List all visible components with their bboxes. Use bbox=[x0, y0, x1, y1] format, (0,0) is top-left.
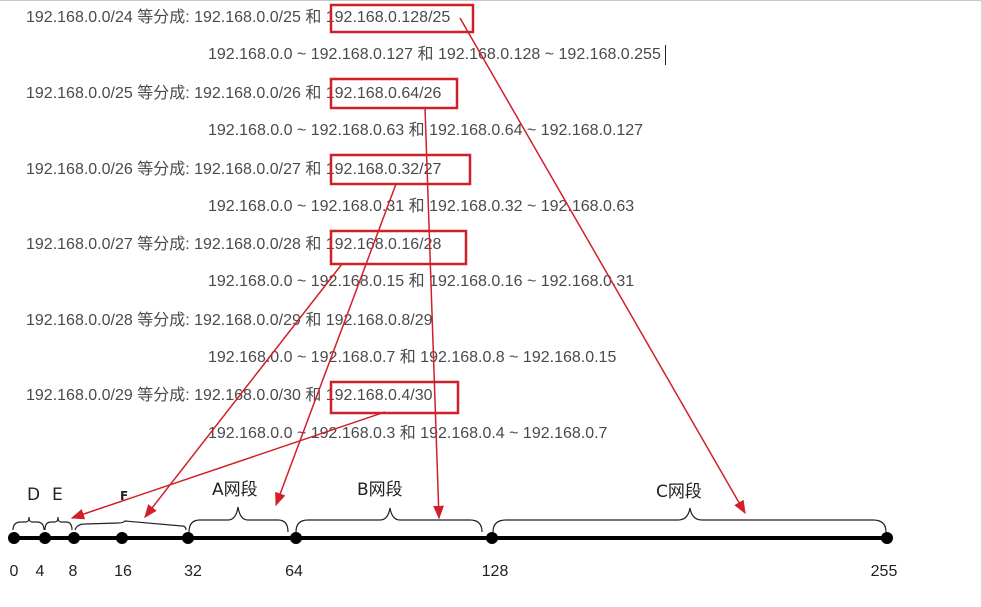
split-line-28: 192.168.0.0/28 等分成: 192.168.0.0/29 和 192… bbox=[26, 312, 433, 329]
axis-point-16 bbox=[116, 532, 128, 544]
axis-point-0 bbox=[8, 532, 20, 544]
highlight-box-128-25 bbox=[329, 3, 475, 34]
arrow-to-a-segment bbox=[275, 183, 397, 507]
brace-a bbox=[188, 506, 289, 533]
tick-4: 4 bbox=[36, 563, 45, 580]
range-line-24: 192.168.0.0 ~ 192.168.0.127 和 192.168.0.… bbox=[208, 46, 661, 63]
axis-point-32 bbox=[182, 532, 194, 544]
range-line-26: 192.168.0.0 ~ 192.168.0.31 和 192.168.0.3… bbox=[208, 198, 635, 215]
arrow-to-e-segment bbox=[70, 411, 386, 520]
top-border bbox=[0, 0, 982, 1]
text-cursor bbox=[665, 45, 666, 65]
segment-label-a: A网段 bbox=[212, 480, 258, 500]
arrow-to-c-segment bbox=[459, 17, 746, 515]
highlight-box-64-26 bbox=[329, 77, 459, 110]
tick-8: 8 bbox=[69, 563, 78, 580]
axis-point-8 bbox=[68, 532, 80, 544]
tick-128: 128 bbox=[482, 563, 509, 580]
tick-64: 64 bbox=[285, 563, 303, 580]
axis-point-4 bbox=[39, 532, 51, 544]
brace-b bbox=[295, 507, 483, 533]
brace-f bbox=[74, 520, 187, 531]
tick-0: 0 bbox=[10, 563, 19, 580]
highlight-box-32-27 bbox=[329, 153, 472, 186]
axis-point-255 bbox=[881, 532, 893, 544]
tick-16: 16 bbox=[114, 563, 132, 580]
segment-label-e: E bbox=[52, 485, 63, 505]
axis-point-64 bbox=[290, 532, 302, 544]
highlight-box-16-28 bbox=[329, 229, 468, 266]
brace-e bbox=[44, 516, 73, 531]
split-line-25: 192.168.0.0/25 等分成: 192.168.0.0/26 和 192… bbox=[26, 85, 442, 102]
tick-255: 255 bbox=[871, 563, 898, 580]
tick-32: 32 bbox=[184, 563, 202, 580]
segment-label-b: B网段 bbox=[357, 480, 403, 500]
highlight-box-4-30 bbox=[329, 380, 460, 415]
brace-d bbox=[12, 516, 45, 531]
segment-label-d: D bbox=[27, 485, 40, 505]
segment-label-f: F bbox=[120, 489, 128, 503]
split-line-27: 192.168.0.0/27 等分成: 192.168.0.0/28 和 192… bbox=[26, 236, 442, 253]
brace-c bbox=[492, 507, 887, 533]
split-line-26: 192.168.0.0/26 等分成: 192.168.0.0/27 和 192… bbox=[26, 161, 442, 178]
range-line-28: 192.168.0.0 ~ 192.168.0.7 和 192.168.0.8 … bbox=[208, 349, 617, 366]
arrow-to-f-segment bbox=[144, 263, 343, 519]
arrow-to-b-segment bbox=[424, 107, 444, 520]
range-line-27: 192.168.0.0 ~ 192.168.0.15 和 192.168.0.1… bbox=[208, 273, 635, 290]
segment-label-c: C网段 bbox=[656, 482, 702, 502]
axis-point-128 bbox=[486, 532, 498, 544]
split-line-24: 192.168.0.0/24 等分成: 192.168.0.0/25 和 192… bbox=[26, 9, 451, 26]
